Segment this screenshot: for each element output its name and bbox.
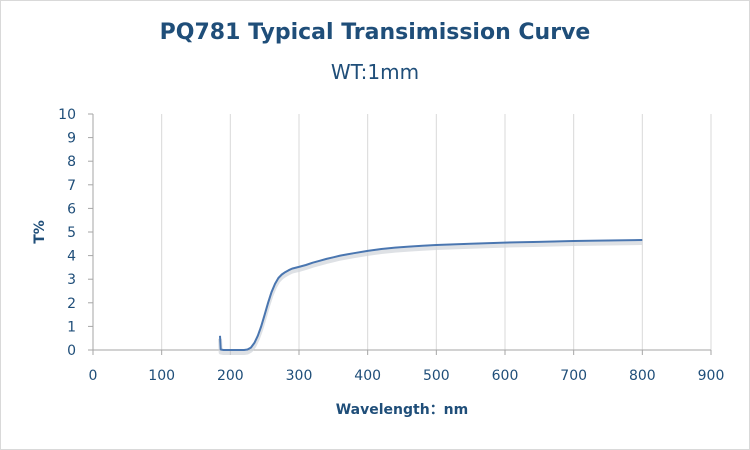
y-tick-label: 3	[67, 272, 76, 288]
chart-title: PQ781 Typical Transimission Curve	[159, 20, 591, 45]
x-axis-label: Wavelength：nm	[336, 402, 469, 418]
x-tick-label: 600	[492, 368, 519, 384]
series-shadow	[218, 241, 643, 355]
x-tick-label: 300	[286, 368, 313, 384]
x-tick-labels: 0 100 200 300 400 500 600 700 800 900	[89, 368, 725, 384]
axes	[88, 113, 712, 355]
x-tick-label: 100	[148, 368, 175, 384]
x-tick-label: 200	[217, 368, 244, 384]
y-tick-label: 0	[67, 343, 76, 359]
x-tick-label: 500	[423, 368, 450, 384]
y-tick-label: 1	[67, 319, 76, 335]
x-tick-label: 900	[698, 368, 725, 384]
x-tick-label: 400	[354, 368, 381, 384]
y-tick-label: 10	[58, 107, 76, 123]
x-tick-label: 700	[560, 368, 587, 384]
y-tick-label: 2	[67, 296, 76, 312]
chart-subtitle: WT:1mm	[330, 60, 420, 84]
y-tick-label: 9	[67, 131, 76, 147]
series-layer	[218, 239, 643, 355]
y-tick-label: 7	[67, 178, 76, 194]
y-tick-labels: 0 1 2 3 4 5 6 7 8 9 10	[58, 107, 76, 359]
y-tick-label: 8	[67, 154, 76, 170]
x-tick-label: 800	[629, 368, 656, 384]
x-tick-label: 0	[89, 368, 98, 384]
y-tick-label: 6	[67, 201, 76, 217]
grid-lines	[161, 114, 712, 350]
y-tick-label: 5	[67, 225, 76, 241]
y-axis-label: T%	[32, 220, 48, 244]
series-line	[219, 239, 643, 351]
y-tick-label: 4	[67, 249, 76, 265]
